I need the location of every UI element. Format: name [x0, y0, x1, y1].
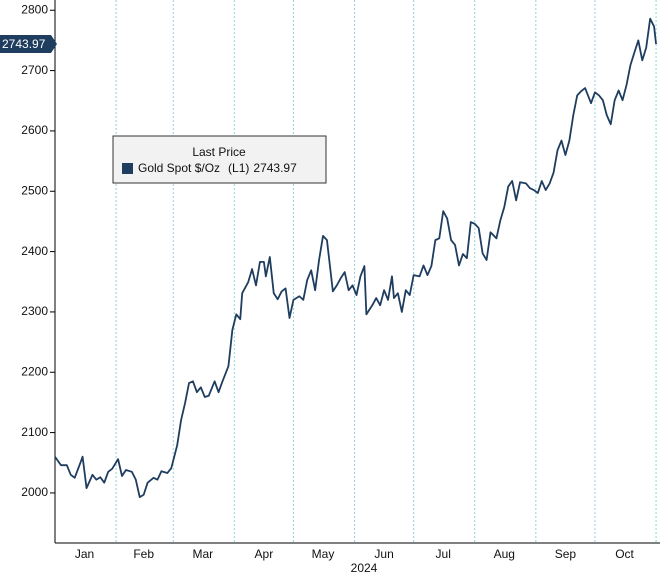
y-tick-label: 2800 [21, 2, 48, 16]
y-tick-label: 2300 [21, 304, 48, 318]
legend: Last Price Gold Spot $/Oz (L1) 2743.97 [112, 135, 327, 184]
legend-entry: Gold Spot $/Oz (L1) 2743.97 [138, 161, 297, 175]
x-tick-label: May [312, 547, 335, 561]
x-tick-label: Jun [374, 547, 393, 561]
legend-box [112, 135, 327, 184]
x-tick-label: Apr [255, 547, 274, 561]
y-tick-label: 2100 [21, 425, 48, 439]
y-tick-label: 2200 [21, 364, 48, 378]
y-tick-label: 2700 [21, 63, 48, 77]
y-tick-label: 2000 [21, 485, 48, 499]
legend-value: 2743.97 [253, 161, 297, 175]
x-tick-label: Sep [555, 547, 577, 561]
legend-title: Last Price [192, 145, 246, 159]
y-tick-label: 2500 [21, 183, 48, 197]
last-price-label: 2743.97 [2, 37, 46, 51]
x-tick-label: Jan [75, 547, 94, 561]
legend-tag: (L1) [228, 161, 249, 175]
x-tick-label: Feb [133, 547, 154, 561]
x-tick-label: Mar [192, 547, 213, 561]
x-tick-label: Jul [436, 547, 451, 561]
legend-swatch [122, 163, 133, 174]
x-tick-label: Oct [615, 547, 634, 561]
y-tick-label: 2400 [21, 244, 48, 258]
price-line [54, 17, 657, 499]
x-axis-label: 2024 [351, 561, 378, 575]
legend-name: Gold Spot $/Oz [138, 161, 220, 175]
last-price-tag [0, 35, 57, 54]
y-tick-label: 2600 [21, 123, 48, 137]
x-tick-label: Aug [494, 547, 515, 561]
